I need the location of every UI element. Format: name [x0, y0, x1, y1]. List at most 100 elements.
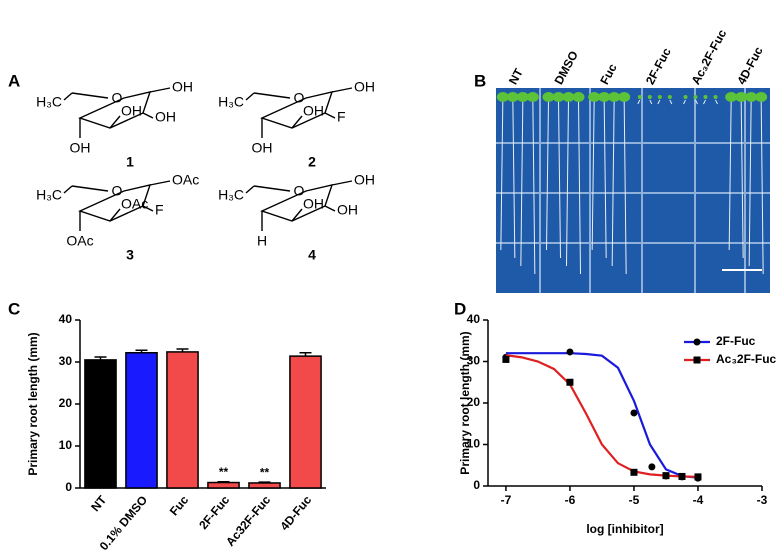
root	[728, 99, 732, 251]
atom-label: H₃C	[218, 94, 244, 110]
y-tick-label: 40	[59, 312, 73, 326]
leaf	[598, 92, 611, 102]
root	[546, 99, 549, 251]
panel-label: D	[454, 299, 466, 318]
bond	[245, 185, 255, 194]
marker	[694, 473, 702, 481]
leaf	[735, 92, 748, 102]
y-tick-label: 30	[59, 354, 73, 368]
root	[683, 99, 686, 105]
bond	[109, 208, 121, 222]
y-tick-label: 0	[65, 480, 72, 494]
leaf	[562, 92, 575, 102]
bond	[109, 115, 121, 129]
compound-number: 4	[308, 247, 316, 263]
bond	[291, 115, 303, 129]
atom-label: OH	[337, 202, 358, 218]
leaf	[647, 95, 652, 99]
atom-label: O	[294, 183, 305, 199]
bond	[331, 180, 353, 186]
error-bar	[258, 481, 271, 483]
root	[558, 99, 561, 259]
atom-label: H	[257, 233, 267, 249]
marker	[648, 463, 656, 471]
ring	[71, 184, 152, 222]
x-tick-label: 4D-Fuc	[277, 493, 314, 533]
atom-label: OH	[121, 103, 142, 119]
compound-number: 2	[308, 154, 316, 170]
atom-label: OAc	[66, 233, 93, 249]
bond	[149, 87, 171, 93]
root	[649, 99, 653, 105]
leaf	[693, 95, 698, 99]
leaf	[588, 92, 601, 102]
leaf	[572, 92, 585, 102]
error-bar	[217, 480, 230, 483]
atom-label: O	[112, 183, 123, 199]
root	[657, 99, 661, 105]
root	[512, 99, 516, 259]
bond	[63, 92, 73, 101]
atom-label: H₃C	[36, 187, 62, 203]
error-bar	[299, 352, 312, 357]
leaf	[713, 95, 718, 99]
error-bar	[135, 349, 148, 353]
root	[740, 99, 744, 259]
ring	[71, 91, 152, 129]
atom-label: F	[337, 109, 346, 125]
leaf	[745, 92, 758, 102]
marker	[566, 348, 574, 356]
leaf	[755, 92, 768, 102]
bar	[166, 351, 199, 489]
root	[715, 99, 718, 105]
atom-label: H₃C	[218, 187, 244, 203]
compound-number: 1	[126, 154, 134, 170]
significance: **	[260, 465, 270, 479]
legend-marker	[693, 338, 701, 346]
marker	[630, 409, 638, 417]
x-tick-label: NT	[88, 492, 109, 514]
column-label: 4D-Fuc	[734, 44, 766, 87]
leaf	[526, 92, 539, 102]
atom-label: H₃C	[36, 94, 62, 110]
bar	[84, 359, 117, 489]
panel-label: C	[8, 299, 20, 318]
atom-label: OH	[155, 109, 176, 125]
bar	[125, 352, 158, 489]
y-tick-label: 20	[59, 396, 73, 410]
atom-label: OH	[252, 140, 273, 156]
significance: **	[219, 465, 229, 479]
atom-label: OH	[354, 172, 375, 188]
atom-label: F	[155, 202, 164, 218]
ring	[253, 184, 334, 222]
legend-marker	[693, 356, 701, 364]
atom-label: OH	[303, 103, 324, 119]
column-label: NT	[506, 66, 526, 87]
root	[566, 99, 569, 267]
bar	[248, 482, 281, 489]
photo-background	[496, 88, 770, 293]
bar	[207, 481, 240, 489]
leaf	[667, 95, 672, 99]
bond	[142, 205, 154, 212]
y-axis-label: Primary root length (mm)	[458, 331, 472, 474]
x-tick-label: 2F-Fuc	[196, 493, 232, 532]
panel-label: B	[474, 71, 486, 90]
root	[637, 99, 641, 105]
y-tick-label: 0	[473, 478, 480, 492]
atom-label: OH	[354, 79, 375, 95]
bond	[324, 205, 336, 212]
leaf	[608, 92, 621, 102]
x-tick-label: -6	[565, 493, 576, 507]
marker	[566, 378, 574, 386]
x-tick-label: -4	[693, 493, 704, 507]
atom-label: O	[112, 90, 123, 106]
root	[623, 99, 627, 275]
x-tick-label: Fuc	[167, 493, 192, 519]
bond	[291, 208, 303, 222]
y-tick-label: 10	[467, 437, 481, 451]
leaf	[703, 95, 708, 99]
atom-label: O	[294, 90, 305, 106]
